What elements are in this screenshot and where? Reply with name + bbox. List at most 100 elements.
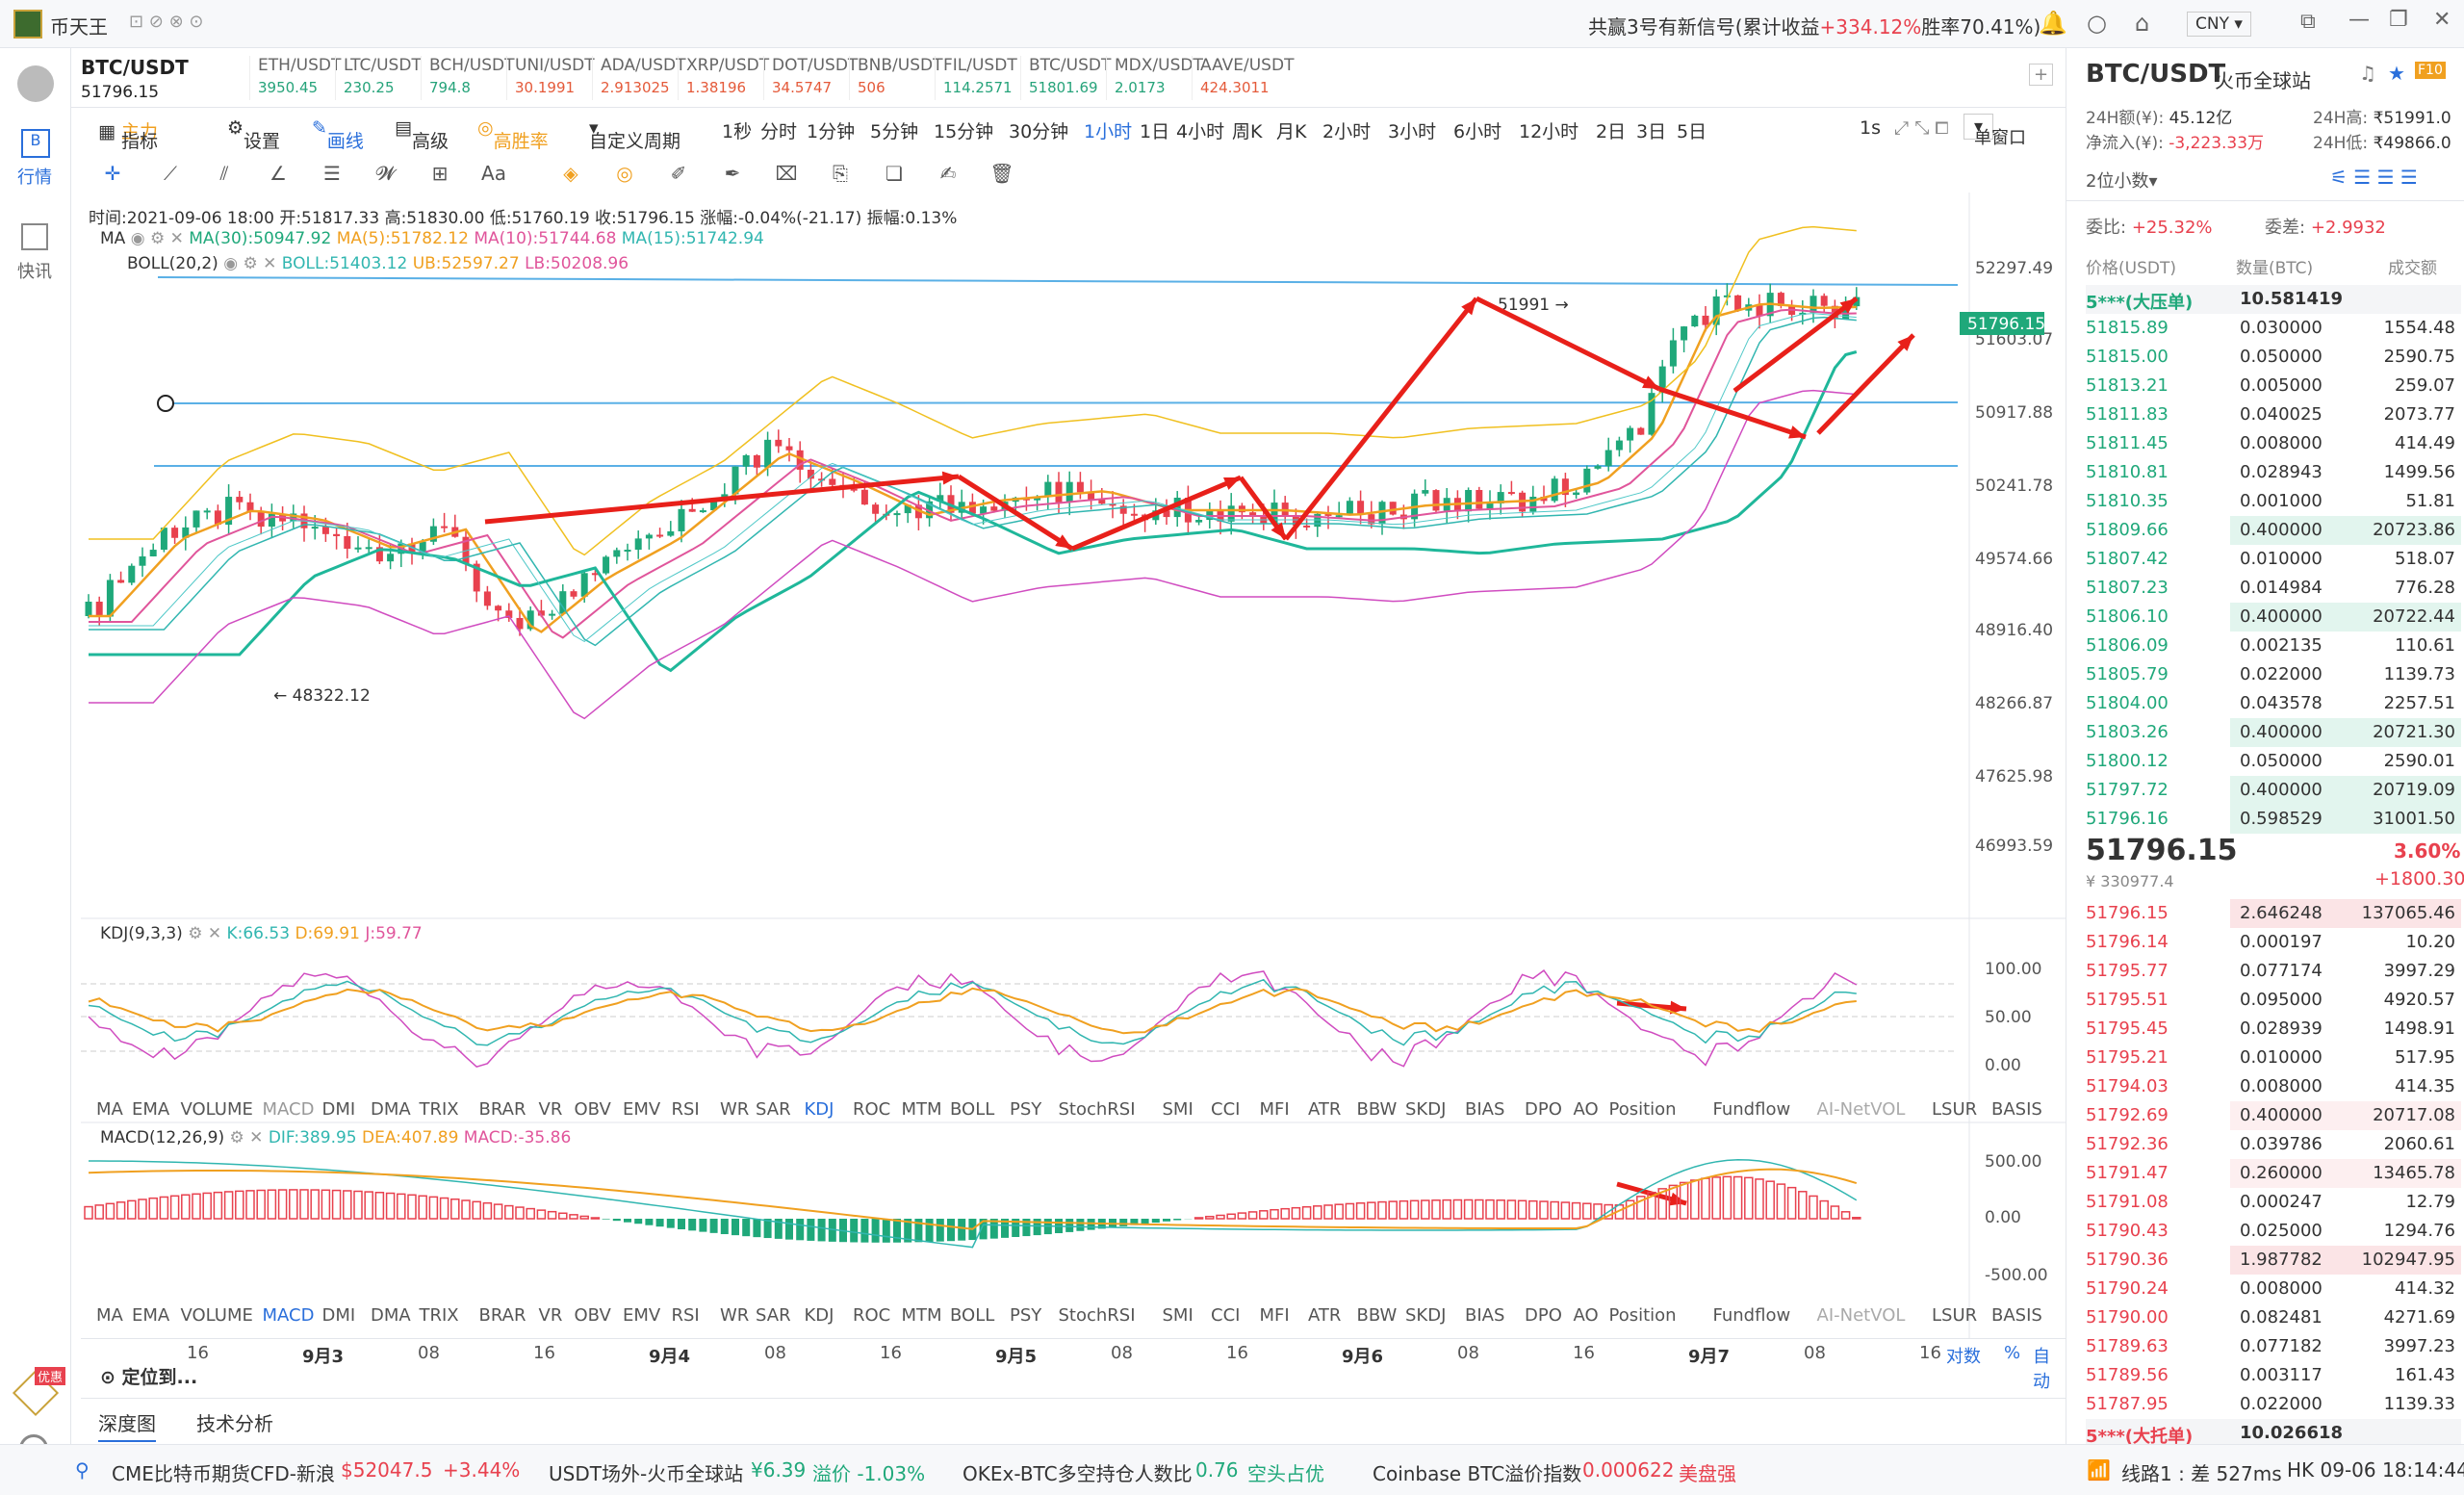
indicator-tab-mfi[interactable]: MFI bbox=[1259, 1099, 1290, 1120]
indicator-tab-dma[interactable]: DMA bbox=[371, 1305, 411, 1326]
indicator-tab-dpo[interactable]: DPO bbox=[1525, 1305, 1562, 1326]
f10-icon[interactable]: F10 bbox=[2415, 62, 2446, 79]
drawn-arrow[interactable] bbox=[1816, 333, 1915, 435]
indicator-tab-dmi[interactable]: DMI bbox=[321, 1305, 356, 1326]
indicator-tab-smi[interactable]: SMI bbox=[1162, 1099, 1194, 1120]
indicator-tab-mtm[interactable]: MTM bbox=[901, 1305, 942, 1326]
ticker-4[interactable]: UNI/USDT 30.1991 bbox=[506, 56, 595, 100]
period-5[interactable]: 30分钟 bbox=[1009, 121, 1069, 142]
indicator-tab-ema[interactable]: EMA bbox=[132, 1305, 170, 1326]
market-icon[interactable]: B bbox=[21, 129, 50, 158]
indicator-tab-volume[interactable]: VOLUME bbox=[180, 1305, 253, 1326]
duplicate-icon[interactable]: ❏ bbox=[886, 162, 903, 185]
period-8[interactable]: 4小时 bbox=[1176, 121, 1225, 142]
indicator-tab-dpo[interactable]: DPO bbox=[1525, 1099, 1562, 1120]
support-line[interactable] bbox=[165, 401, 1959, 404]
indicator-tab-brar[interactable]: BRAR bbox=[478, 1099, 526, 1120]
ask-row[interactable]: 51807.23 0.014984 776.28 bbox=[2086, 574, 2461, 603]
indicator-tab-psy[interactable]: PSY bbox=[1010, 1099, 1042, 1120]
locate-button[interactable]: ⊙ 定位到... bbox=[100, 1367, 198, 1388]
magnet-icon[interactable]: ◈ bbox=[563, 162, 578, 185]
bid-row[interactable]: 51791.08 0.000247 12.79 bbox=[2086, 1188, 2461, 1217]
line-tool-icon[interactable]: ⟋ bbox=[164, 162, 177, 185]
indicator-tab-macd[interactable]: MACD bbox=[262, 1099, 315, 1120]
eraser-icon[interactable]: ✐ bbox=[670, 162, 687, 185]
indicator-tab-macd[interactable]: MACD bbox=[262, 1305, 315, 1326]
line-anchor-handle[interactable] bbox=[157, 395, 174, 412]
drawn-arrow[interactable] bbox=[1071, 475, 1242, 552]
fullscreen-icon[interactable]: ⤢ ⤡ ⧠ bbox=[1894, 117, 1949, 139]
indicator-tab-stochrsi[interactable]: StochRSI bbox=[1058, 1099, 1136, 1120]
add-ticker-icon[interactable]: + bbox=[2029, 64, 2054, 86]
indicator-tab-sar[interactable]: SAR bbox=[756, 1099, 791, 1120]
indicator-tab-dmi[interactable]: DMI bbox=[321, 1099, 356, 1120]
indicator-button[interactable]: ▦ 指标 主力 bbox=[98, 121, 159, 152]
drawn-arrow[interactable] bbox=[484, 474, 960, 525]
indicator-tab-obv[interactable]: OBV bbox=[574, 1305, 611, 1326]
bid-row[interactable]: 51790.24 0.008000 414.32 bbox=[2086, 1275, 2461, 1303]
bid-row[interactable]: 51791.47 0.260000 13465.78 bbox=[2086, 1159, 2461, 1188]
ask-row[interactable]: 51807.42 0.010000 518.07 bbox=[2086, 545, 2461, 574]
search-icon[interactable]: ○ bbox=[2087, 10, 2107, 37]
indicator-tab-cci[interactable]: CCI bbox=[1211, 1305, 1241, 1326]
alarm-icon[interactable]: ♫ bbox=[2359, 62, 2376, 85]
bid-row[interactable]: 51790.36 1.987782 102947.95 bbox=[2086, 1246, 2461, 1275]
globe-icon[interactable] bbox=[17, 65, 54, 102]
ticker-9[interactable]: FIL/USDT 114.2571 bbox=[935, 56, 1017, 100]
indicator-tab-lsur[interactable]: LSUR bbox=[1932, 1305, 1978, 1326]
indicator-tab-boll[interactable]: BOLL bbox=[950, 1099, 995, 1120]
ask-row[interactable]: 51810.81 0.028943 1499.56 bbox=[2086, 458, 2461, 487]
period-7[interactable]: 1日 bbox=[1140, 121, 1170, 142]
indicator-tab-trix[interactable]: TRIX bbox=[419, 1305, 459, 1326]
ask-row[interactable]: 51813.21 0.005000 259.07 bbox=[2086, 372, 2461, 400]
indicator-tab-bbw[interactable]: BBW bbox=[1356, 1099, 1398, 1120]
indicator-tab-kdj[interactable]: KDJ bbox=[804, 1305, 834, 1326]
big-sell-order[interactable]: 5***(大压单) 10.581419 bbox=[2086, 285, 2461, 314]
indicator-tab-kdj[interactable]: KDJ bbox=[804, 1099, 834, 1120]
drawn-arrow[interactable] bbox=[1284, 296, 1478, 541]
indicator-tab-position[interactable]: Position bbox=[1608, 1305, 1677, 1326]
ask-row[interactable]: 51803.26 0.400000 20721.30 bbox=[2086, 718, 2461, 747]
bid-row[interactable]: 51796.14 0.000197 10.20 bbox=[2086, 928, 2461, 957]
ticker-0[interactable]: BTC/USDT 51796.15 bbox=[81, 56, 189, 102]
news-icon[interactable] bbox=[21, 223, 48, 250]
axis-option-2[interactable]: 自动 bbox=[2033, 1347, 2050, 1392]
indicator-tab-rsi[interactable]: RSI bbox=[671, 1099, 700, 1120]
bid-row[interactable]: 51790.43 0.025000 1294.76 bbox=[2086, 1217, 2461, 1246]
indicator-tab-ema[interactable]: EMA bbox=[132, 1099, 170, 1120]
period-1[interactable]: 分时 bbox=[760, 121, 798, 142]
indicator-tab-smi[interactable]: SMI bbox=[1162, 1305, 1194, 1326]
indicator-tab-volume[interactable]: VOLUME bbox=[180, 1099, 253, 1120]
big-buy-order[interactable]: 5***(大托单) 10.026618 bbox=[2086, 1419, 2461, 1448]
draw-button[interactable]: ✎ 画线 bbox=[312, 117, 364, 152]
interval-label[interactable]: 1s bbox=[1860, 117, 1881, 139]
ticker-10[interactable]: BTC/USDT 51801.69 bbox=[1020, 56, 1111, 100]
indicator-tab-sar[interactable]: SAR bbox=[756, 1305, 791, 1326]
indicator-tab-brar[interactable]: BRAR bbox=[478, 1305, 526, 1326]
indicator-tab-obv[interactable]: OBV bbox=[574, 1099, 611, 1120]
layout-icons[interactable]: ⚟ ☰ ☰ ☰ bbox=[2330, 166, 2418, 189]
template-icon[interactable]: ⌧ bbox=[775, 162, 798, 185]
bid-row[interactable]: 51796.15 2.646248 137065.46 bbox=[2086, 899, 2461, 928]
period-17[interactable]: 5日 bbox=[1677, 121, 1707, 142]
pen-icon[interactable]: ✒ bbox=[724, 162, 741, 185]
candlestick-chart[interactable]: 52297.4951603.0750917.8850241.7849574.66… bbox=[81, 193, 2066, 1348]
ticker-1[interactable]: ETH/USDT 3950.45 bbox=[249, 56, 341, 100]
indicator-tab-vr[interactable]: VR bbox=[538, 1099, 563, 1120]
star-icon[interactable]: ★ bbox=[2388, 62, 2405, 85]
period-16[interactable]: 3日 bbox=[1636, 121, 1667, 142]
ask-row[interactable]: 51806.10 0.400000 20722.44 bbox=[2086, 603, 2461, 632]
close-icon[interactable]: ✕ bbox=[2433, 8, 2451, 32]
edit-icon[interactable]: ✍ bbox=[939, 162, 957, 185]
indicator-tab-mtm[interactable]: MTM bbox=[901, 1099, 942, 1120]
indicator-tab-atr[interactable]: ATR bbox=[1308, 1099, 1342, 1120]
sidebar-item-news[interactable]: 快讯 bbox=[17, 262, 52, 282]
ticker-2[interactable]: LTC/USDT 230.25 bbox=[335, 56, 422, 100]
okex-label[interactable]: OKEx-BTC多空持仓人数比 bbox=[962, 1462, 1193, 1485]
indicator-tab-cci[interactable]: CCI bbox=[1211, 1099, 1241, 1120]
period-6[interactable]: 1小时 bbox=[1084, 121, 1133, 142]
winrate-button[interactable]: ◎ 高胜率 bbox=[477, 117, 549, 152]
period-9[interactable]: 周K bbox=[1232, 121, 1263, 142]
period-11[interactable]: 2小时 bbox=[1322, 121, 1372, 142]
usdt-label[interactable]: USDT场外-火币全球站 bbox=[549, 1462, 744, 1485]
